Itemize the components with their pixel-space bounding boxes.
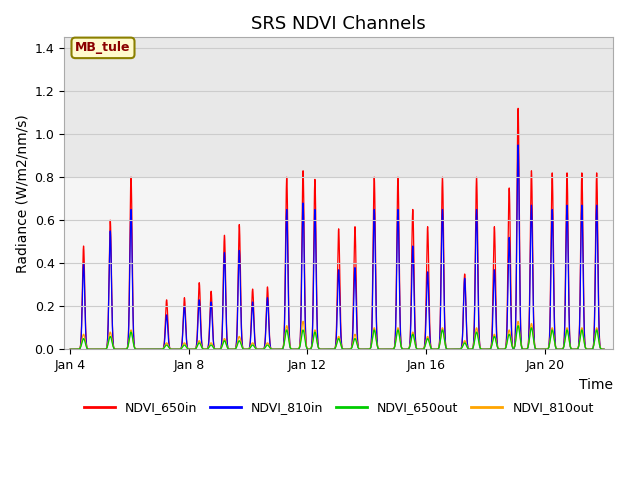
NDVI_810out [415, 347, 423, 352]
NDVI_650out [92, 347, 99, 352]
NDVI_810out [110, 345, 118, 351]
NDVI_650in [124, 346, 131, 351]
NDVI_810in [426, 317, 433, 323]
NDVI_650out [124, 345, 131, 351]
NDVI_810in [124, 346, 131, 351]
NDVI_650in [550, 291, 558, 297]
NDVI_650in [600, 347, 608, 352]
NDVI_810out [515, 318, 522, 324]
NDVI_810in [550, 302, 558, 308]
NDVI_650out [515, 323, 522, 328]
NDVI_650in [515, 106, 522, 111]
NDVI_650in [415, 347, 423, 352]
Bar [64, 37, 613, 177]
Legend: NDVI_650in, NDVI_810in, NDVI_650out, NDVI_810out: NDVI_650in, NDVI_810in, NDVI_650out, NDV… [79, 396, 598, 419]
NDVI_650out [550, 336, 558, 342]
NDVI_650in [145, 347, 153, 352]
NDVI_810out [67, 347, 74, 352]
NDVI_810in [110, 346, 118, 351]
Title: SRS NDVI Channels: SRS NDVI Channels [252, 15, 426, 33]
NDVI_810in [92, 347, 99, 352]
X-axis label: Time: Time [579, 378, 613, 392]
NDVI_810in [600, 347, 608, 352]
NDVI_650in [110, 346, 118, 351]
NDVI_810in [67, 347, 74, 352]
NDVI_810out [92, 347, 99, 352]
NDVI_650out [415, 347, 423, 352]
NDVI_810out [124, 345, 131, 351]
NDVI_810in [145, 347, 153, 352]
Line: NDVI_650in: NDVI_650in [70, 108, 604, 349]
NDVI_650out [145, 347, 153, 352]
NDVI_650out [426, 340, 433, 346]
NDVI_810out [600, 347, 608, 352]
NDVI_810in [415, 347, 423, 352]
NDVI_650out [110, 346, 118, 351]
NDVI_810out [550, 335, 558, 340]
NDVI_650in [67, 347, 74, 352]
NDVI_650out [600, 347, 608, 352]
NDVI_810in [515, 142, 522, 148]
NDVI_810out [145, 347, 153, 352]
Y-axis label: Radiance (W/m2/nm/s): Radiance (W/m2/nm/s) [15, 114, 29, 273]
Line: NDVI_810out: NDVI_810out [70, 321, 604, 349]
NDVI_650in [92, 347, 99, 352]
Text: MB_tule: MB_tule [76, 41, 131, 54]
NDVI_650out [67, 347, 74, 352]
Line: NDVI_650out: NDVI_650out [70, 325, 604, 349]
NDVI_650in [426, 300, 433, 306]
NDVI_810out [426, 339, 433, 345]
Line: NDVI_810in: NDVI_810in [70, 145, 604, 349]
